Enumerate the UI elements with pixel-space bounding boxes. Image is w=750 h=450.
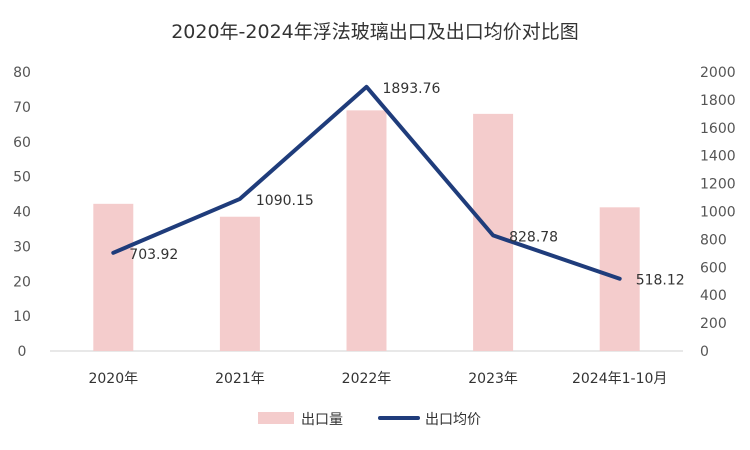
left-tick-label: 40 [13, 205, 31, 221]
right-tick-label: 1400 [700, 149, 736, 165]
left-axis: 0 10 20 30 40 50 60 70 80 [13, 65, 31, 360]
data-label: 703.92 [129, 247, 178, 263]
right-tick-label: 1000 [700, 205, 736, 221]
category-label: 2021年 [215, 371, 265, 387]
right-tick-label: 2000 [700, 65, 736, 81]
data-label: 1090.15 [256, 193, 314, 209]
line-series [111, 84, 622, 281]
right-tick-label: 200 [700, 316, 727, 332]
right-tick-label: 1800 [700, 93, 736, 109]
category-label: 2024年1-10月 [572, 371, 667, 387]
legend: 出口量 出口均价 [258, 412, 481, 428]
left-tick-label: 20 [13, 274, 31, 290]
left-tick-label: 10 [13, 309, 31, 325]
price-line [111, 84, 622, 281]
right-tick-label: 600 [700, 260, 727, 276]
left-tick-label: 30 [13, 239, 31, 255]
left-tick-label: 0 [18, 344, 27, 360]
legend-swatch-bar [258, 412, 294, 424]
chart-title: 2020年-2024年浮法玻璃出口及出口均价对比图 [171, 21, 579, 43]
right-tick-label: 1200 [700, 177, 736, 193]
bar [219, 216, 260, 351]
legend-label: 出口量 [301, 412, 343, 428]
category-label: 2022年 [342, 371, 392, 387]
right-axis: 0 200 400 600 800 1000 1200 1400 1600 1800 2000 [700, 65, 736, 360]
right-tick-label: 800 [700, 232, 727, 248]
right-tick-label: 1600 [700, 121, 736, 137]
left-tick-label: 70 [13, 100, 31, 116]
right-tick-label: 0 [700, 344, 709, 360]
legend-label: 出口均价 [425, 412, 481, 428]
data-label: 1893.76 [383, 81, 441, 97]
category-labels: 2020年 2021年 2022年 2023年 2024年1-10月 [88, 371, 667, 387]
category-label: 2020年 [88, 371, 138, 387]
left-tick-label: 50 [13, 170, 31, 186]
right-tick-label: 400 [700, 288, 727, 304]
data-labels: 703.92 1090.15 1893.76 828.78 518.12 [129, 81, 684, 289]
data-label: 828.78 [509, 229, 558, 245]
data-label: 518.12 [636, 273, 685, 289]
left-tick-label: 80 [13, 65, 31, 81]
left-tick-label: 60 [13, 135, 31, 151]
category-label: 2023年 [468, 371, 518, 387]
bar-series [93, 110, 640, 351]
bar [346, 110, 387, 351]
bar [93, 203, 134, 351]
